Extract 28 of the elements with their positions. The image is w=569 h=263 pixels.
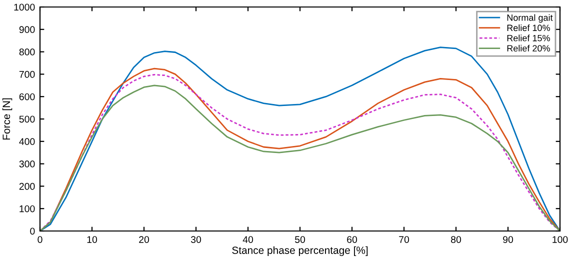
- x-tick-label: 20: [139, 236, 150, 243]
- legend-label: Relief 10%: [507, 24, 550, 32]
- legend-label: Relief 15%: [507, 34, 550, 42]
- x-tick-label: 50: [294, 236, 306, 243]
- y-tick-label: 100: [20, 205, 35, 212]
- y-tick-label: 900: [19, 26, 35, 34]
- x-tick-label: 10: [87, 236, 98, 243]
- y-tick-label: 500: [19, 116, 35, 123]
- y-tick-label: 1000: [14, 4, 35, 11]
- y-tick-label: 800: [19, 48, 35, 56]
- x-axis-title: Stance phase percentage [%]: [232, 246, 368, 256]
- y-tick-label: 400: [19, 138, 35, 146]
- x-tick-label: 30: [190, 236, 202, 243]
- x-tick-label: 60: [347, 236, 358, 243]
- y-tick-label: 300: [19, 160, 35, 168]
- legend-label: Normal gait: [507, 14, 553, 23]
- x-tick-label: 40: [242, 236, 254, 243]
- y-tick-label: 600: [19, 93, 35, 100]
- y-tick-label: 200: [19, 182, 35, 190]
- x-tick-label: 80: [451, 236, 462, 243]
- legend-label: Relief 20%: [507, 44, 550, 52]
- y-axis-title: Force [N]: [2, 98, 12, 140]
- x-tick-label: 70: [399, 236, 410, 243]
- x-tick-label: 100: [552, 236, 568, 243]
- x-tick-label: 90: [503, 236, 514, 243]
- y-tick-label: 700: [19, 70, 35, 78]
- x-tick-label: 0: [38, 236, 42, 243]
- y-tick-label: 0: [30, 228, 35, 235]
